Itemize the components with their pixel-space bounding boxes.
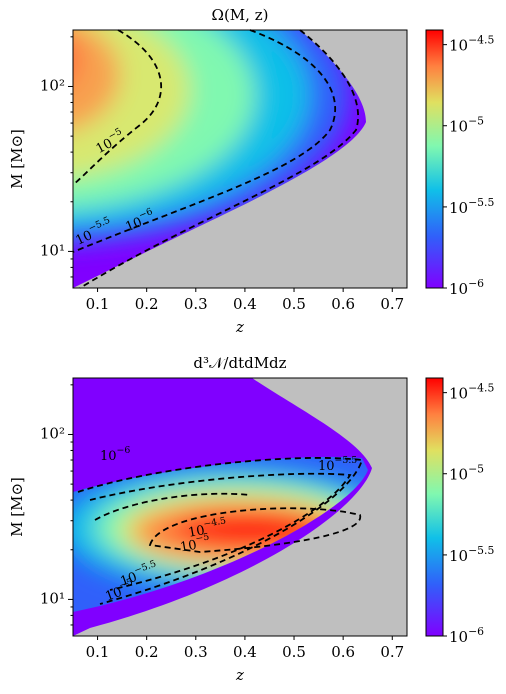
x-tick-label: 0.6 bbox=[331, 295, 355, 313]
chart-title: Ω(M, z) bbox=[212, 6, 269, 24]
colorbar-tick-label: 10−6 bbox=[449, 277, 484, 298]
heatmap: 10−5 10−5.5 10−6 bbox=[72, 29, 407, 289]
x-tick-label: 0.2 bbox=[135, 295, 159, 313]
contour-label: 10−4.5 bbox=[186, 515, 228, 541]
contour-label: 10−6 bbox=[100, 445, 130, 464]
y-axis-label: M [M⊙] bbox=[8, 129, 26, 189]
colorbar-tick-label: 10−6 bbox=[449, 625, 484, 646]
x-tick-label: 0.1 bbox=[86, 643, 110, 661]
contour-label: 10−5 bbox=[102, 576, 137, 604]
colorbar-tick-label: 10−5 bbox=[449, 463, 484, 484]
y-tick-label: 10² bbox=[40, 424, 65, 442]
colorbar bbox=[426, 378, 443, 636]
plot-frame bbox=[72, 29, 408, 289]
x-tick-label: 0.4 bbox=[233, 643, 257, 661]
heatmap: 10−6 10−5.5 10−4.5 10−5 10−5.5 10−5 bbox=[73, 378, 407, 636]
contour-label: 10−5 bbox=[178, 531, 211, 555]
contour-label: 10−6 bbox=[122, 206, 157, 235]
x-tick-label: 0.5 bbox=[282, 643, 306, 661]
colorbar-frame bbox=[425, 377, 444, 637]
x-tick-label: 0.7 bbox=[380, 643, 404, 661]
x-tick-label: 0.1 bbox=[86, 295, 110, 313]
x-tick-label: 0.3 bbox=[184, 643, 208, 661]
x-tick-label: 0.2 bbox=[135, 643, 159, 661]
chart-title: d³𝒩/dtdMdz bbox=[193, 354, 286, 372]
colorbar bbox=[426, 30, 443, 288]
y-tick-label: 10¹ bbox=[40, 241, 65, 259]
colorbar-tick-label: 10−4.5 bbox=[449, 382, 494, 403]
x-axis-label: z bbox=[235, 666, 244, 684]
colorbar-tick-label: 10−5.5 bbox=[449, 196, 494, 217]
y-tick-label: 10² bbox=[40, 76, 65, 94]
y-tick-label: 10¹ bbox=[40, 589, 65, 607]
x-tick-label: 0.3 bbox=[184, 295, 208, 313]
plot-frame bbox=[72, 377, 408, 637]
y-axis-label: M [M⊙] bbox=[8, 477, 26, 537]
colorbar-tick-label: 10−4.5 bbox=[449, 34, 494, 55]
x-axis-label: z bbox=[235, 318, 244, 336]
x-tick-label: 0.5 bbox=[282, 295, 306, 313]
x-tick-label: 0.6 bbox=[331, 643, 355, 661]
colorbar-tick-label: 10−5 bbox=[449, 115, 484, 136]
colorbar-frame bbox=[425, 29, 444, 289]
x-tick-label: 0.4 bbox=[233, 295, 257, 313]
x-tick-label: 0.7 bbox=[380, 295, 404, 313]
contour-label: 10−5.5 bbox=[318, 455, 357, 474]
colorbar-tick-label: 10−5.5 bbox=[449, 544, 494, 565]
